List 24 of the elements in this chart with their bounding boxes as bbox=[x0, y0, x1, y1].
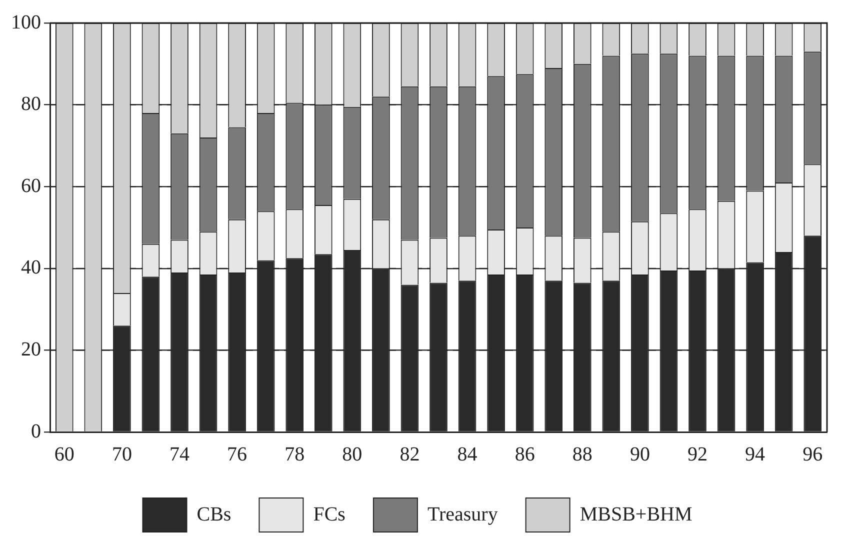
y-tick-label: 60 bbox=[21, 174, 41, 197]
y-tick-label: 40 bbox=[21, 256, 41, 279]
legend-label: CBs bbox=[196, 503, 232, 526]
x-tick-label: 78 bbox=[284, 443, 305, 466]
x-tick-label: 80 bbox=[342, 443, 362, 466]
x-tick-label: 94 bbox=[745, 443, 766, 466]
x-tick-label: 70 bbox=[112, 443, 132, 466]
x-tick-label: 84 bbox=[457, 443, 478, 466]
legend-label: MBSB+BHM bbox=[580, 503, 692, 526]
y-tick-label: 80 bbox=[21, 93, 41, 116]
x-tick-label: 96 bbox=[802, 443, 823, 466]
legend-label: Treasury bbox=[427, 503, 498, 526]
x-tick-label: 76 bbox=[227, 443, 248, 466]
x-tick-label: 82 bbox=[400, 443, 420, 466]
x-tick-label: 92 bbox=[688, 443, 708, 466]
x-tick-label: 86 bbox=[514, 443, 535, 466]
legend-label: FCs bbox=[313, 503, 346, 526]
x-tick-label: 90 bbox=[630, 443, 650, 466]
y-tick-label: 20 bbox=[21, 338, 41, 360]
x-tick-label: 60 bbox=[54, 443, 74, 466]
y-tick-label: 100 bbox=[11, 11, 41, 34]
x-tick-label: 74 bbox=[170, 443, 190, 466]
y-tick-label: 0 bbox=[31, 420, 41, 442]
x-tick-label: 88 bbox=[572, 443, 592, 466]
